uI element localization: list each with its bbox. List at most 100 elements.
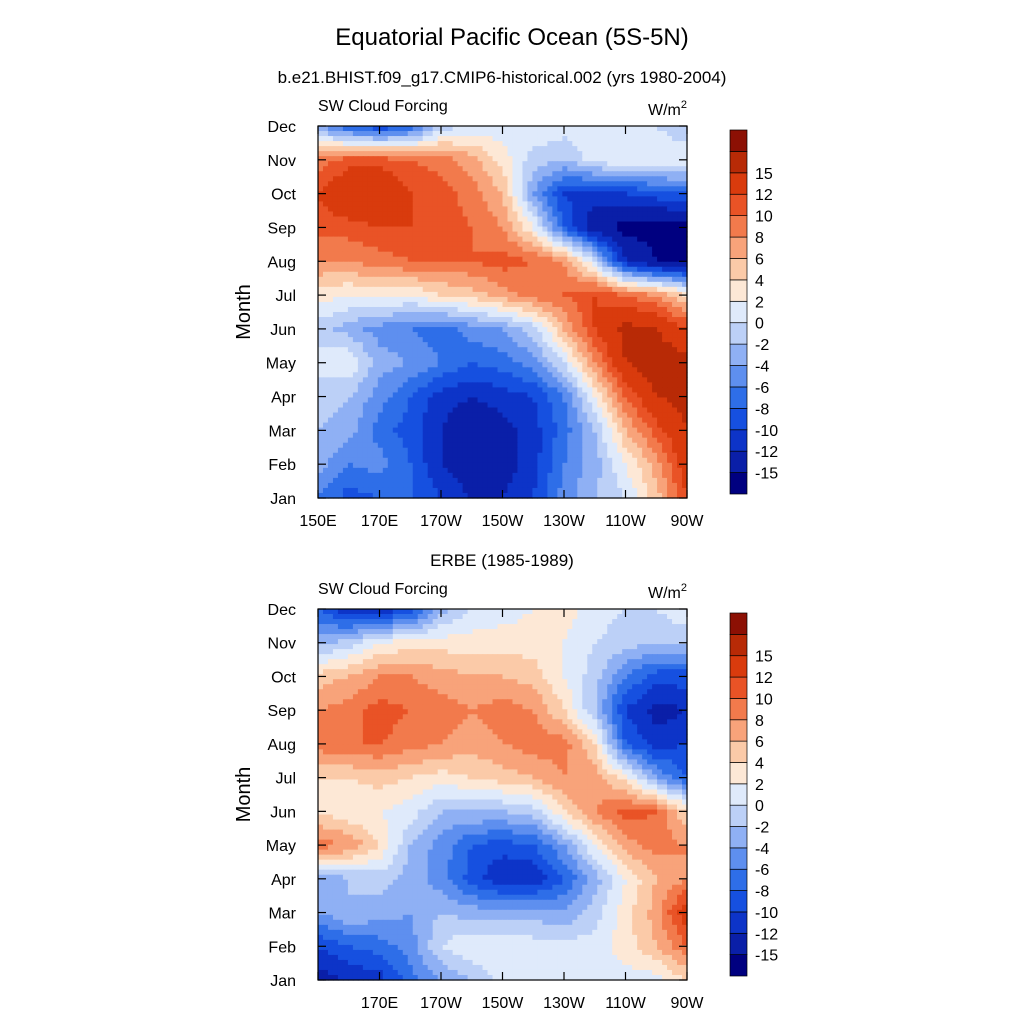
contour-cell	[542, 296, 548, 303]
contour-cell	[442, 266, 449, 273]
contour-cell	[572, 131, 578, 137]
contour-cell	[367, 176, 374, 182]
contour-cell	[372, 226, 379, 233]
contour-cell	[482, 206, 489, 213]
contour-cell	[487, 387, 494, 394]
contour-cell	[517, 317, 524, 323]
contour-cell	[622, 392, 628, 399]
contour-cell	[527, 156, 534, 162]
contour-cell	[442, 362, 449, 368]
contour-cell	[422, 201, 429, 208]
contour-cell	[452, 357, 459, 363]
contour-cell	[442, 322, 449, 328]
contour-cell	[467, 407, 474, 414]
contour-cell	[322, 131, 329, 137]
contour-cell	[402, 412, 409, 419]
contour-cell	[527, 437, 534, 444]
contour-cell	[462, 176, 469, 182]
contour-cell	[417, 327, 424, 333]
contour-cell	[662, 372, 668, 378]
contour-cell	[622, 312, 628, 318]
contour-cell	[318, 286, 324, 293]
contour-cell	[557, 306, 563, 313]
contour-cell	[617, 367, 623, 373]
contour-cell	[562, 176, 568, 182]
contour-cell	[607, 342, 613, 348]
contour-cell	[562, 226, 568, 233]
contour-cell	[497, 281, 504, 288]
contour-cell	[482, 317, 489, 323]
contour-cell	[318, 141, 324, 147]
contour-cell	[412, 407, 419, 414]
contour-cell	[402, 452, 409, 459]
contour-cell	[492, 347, 499, 353]
contour-cell	[322, 387, 329, 394]
contour-cell	[577, 131, 583, 137]
contour-cell	[472, 191, 479, 197]
contour-cell	[422, 407, 429, 414]
contour-cell	[642, 146, 648, 152]
contour-cell	[482, 402, 489, 409]
contour-cell	[577, 306, 583, 313]
contour-cell	[377, 427, 384, 434]
contour-cell	[512, 407, 519, 414]
contour-cell	[352, 312, 359, 318]
contour-cell	[682, 417, 688, 424]
contour-cell	[567, 417, 573, 424]
contour-cell	[632, 301, 638, 308]
contour-cell	[392, 166, 399, 172]
contour-cell	[452, 201, 459, 208]
contour-cell	[542, 136, 548, 142]
contour-cell	[407, 402, 414, 409]
contour-cell	[652, 281, 658, 288]
contour-cell	[477, 422, 484, 429]
contour-cell	[527, 291, 534, 298]
contour-cell	[682, 186, 688, 192]
contour-cell	[477, 312, 484, 318]
contour-cell	[552, 402, 558, 409]
contour-cell	[667, 442, 673, 449]
contour-cell	[497, 437, 504, 444]
contour-cell	[477, 286, 484, 293]
contour-cell	[442, 251, 449, 258]
contour-cell	[367, 312, 374, 318]
contour-cell	[522, 261, 529, 268]
contour-cell	[402, 186, 409, 192]
contour-cell	[512, 367, 519, 373]
contour-cell	[612, 317, 618, 323]
contour-cell	[582, 241, 588, 248]
contour-cell	[437, 387, 444, 394]
contour-cell	[597, 251, 603, 258]
contour-cell	[477, 322, 484, 328]
contour-cell	[607, 457, 613, 464]
contour-cell	[647, 442, 653, 449]
contour-cell	[612, 221, 618, 228]
contour-cell	[427, 357, 434, 363]
contour-cell	[318, 176, 324, 182]
contour-cell	[492, 432, 499, 439]
contour-cell	[387, 156, 394, 162]
contour-cell	[442, 457, 449, 464]
contour-cell	[447, 266, 454, 273]
contour-cell	[372, 126, 379, 132]
contour-cell	[572, 422, 578, 429]
contour-cell	[377, 276, 384, 283]
contour-cell	[487, 196, 494, 203]
contour-cell	[387, 286, 394, 293]
contour-cell	[382, 226, 389, 233]
contour-cell	[477, 397, 484, 404]
contour-cell	[507, 271, 514, 278]
contour-cell	[657, 342, 663, 348]
contour-cell	[427, 126, 434, 132]
contour-cell	[567, 427, 573, 434]
contour-cell	[472, 131, 479, 137]
contour-cell	[557, 236, 563, 243]
contour-cell	[502, 161, 509, 167]
contour-cell	[677, 141, 683, 147]
contour-cell	[342, 231, 349, 238]
contour-cell	[332, 216, 339, 223]
contour-cell	[622, 231, 628, 238]
contour-cell	[432, 271, 439, 278]
contour-cell	[512, 382, 519, 389]
contour-cell	[592, 156, 598, 162]
